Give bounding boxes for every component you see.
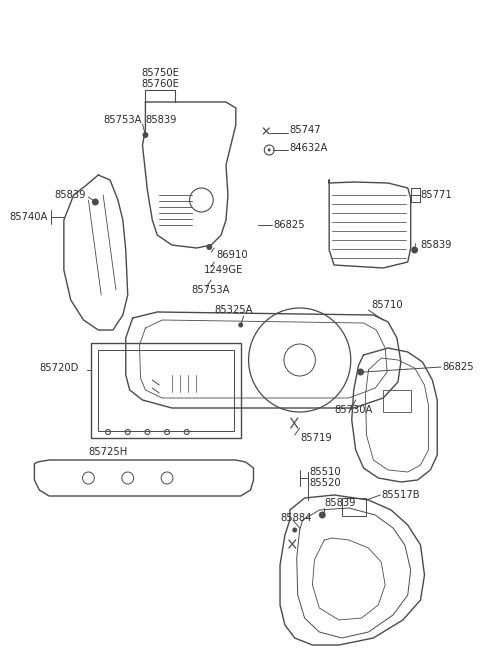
Text: 85510: 85510 [310, 467, 341, 477]
Circle shape [319, 512, 326, 519]
Bar [342, 498, 367, 516]
Text: 85710: 85710 [372, 300, 403, 310]
Text: 85753A: 85753A [192, 285, 230, 295]
Text: 85520: 85520 [310, 478, 341, 488]
Circle shape [268, 149, 271, 151]
Circle shape [143, 132, 148, 138]
Text: 85760E: 85760E [141, 79, 179, 89]
Text: 85750E: 85750E [141, 68, 179, 78]
Circle shape [292, 527, 297, 533]
Text: 85730A: 85730A [334, 405, 372, 415]
Text: 86910: 86910 [216, 250, 248, 260]
Circle shape [357, 369, 364, 375]
Bar [383, 390, 411, 412]
Circle shape [238, 322, 243, 328]
Text: 85325A: 85325A [214, 305, 252, 315]
Text: 85753A: 85753A [103, 115, 142, 125]
Circle shape [206, 244, 212, 250]
Circle shape [92, 198, 99, 206]
Text: 85725H: 85725H [88, 447, 128, 457]
Circle shape [411, 246, 418, 253]
Text: 85839: 85839 [54, 190, 85, 200]
Text: 85720D: 85720D [39, 363, 79, 373]
Text: 85771: 85771 [420, 190, 452, 200]
Text: 85740A: 85740A [10, 212, 48, 222]
Text: 1249GE: 1249GE [204, 265, 244, 275]
Text: 85839: 85839 [324, 498, 356, 508]
Text: 85839: 85839 [420, 240, 452, 250]
Text: 86825: 86825 [442, 362, 474, 372]
Text: 85719: 85719 [300, 433, 333, 443]
Text: 86825: 86825 [273, 220, 305, 230]
Bar [91, 343, 241, 438]
Text: 85839: 85839 [145, 115, 177, 125]
Text: 85884: 85884 [280, 513, 312, 523]
Text: 84632A: 84632A [290, 143, 328, 153]
Text: 85747: 85747 [290, 125, 322, 135]
Bar [98, 350, 234, 431]
Text: 85517B: 85517B [381, 490, 420, 500]
